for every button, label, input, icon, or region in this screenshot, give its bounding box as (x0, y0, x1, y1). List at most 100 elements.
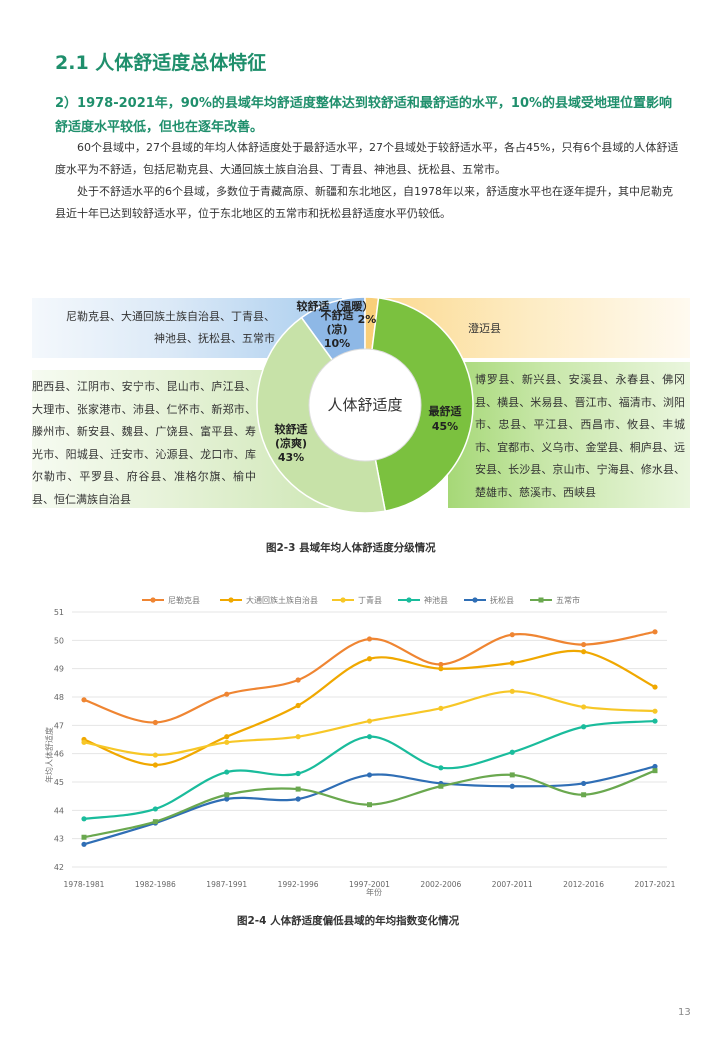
data-point (81, 697, 87, 703)
data-point (581, 704, 587, 710)
data-point (509, 632, 515, 638)
data-point (152, 752, 158, 758)
y-tick-label: 48 (54, 693, 64, 702)
chart-legend: 尼勒克县 大通回族土族自治县 丁青县 神池县 抚松县 五常市 (142, 595, 580, 605)
chart-x-ticks: 1978-1981 1982-1986 1987-1991 1992-1996 1997… (64, 880, 676, 889)
x-tick-label: 1982-1986 (135, 880, 176, 889)
list-warm-counties: 澄迈县 (468, 322, 501, 335)
data-point (438, 765, 444, 771)
legend-label: 五常市 (556, 595, 580, 605)
data-point (509, 660, 515, 666)
data-point (224, 691, 230, 697)
data-point (652, 718, 658, 724)
data-point (509, 688, 515, 694)
label-uncomfortable-line1: 不舒适 (321, 308, 354, 322)
list-cool-counties: 肥西县、江阴市、安宁市、昆山市、庐江县、大理市、张家港市、沛县、仁怀市、新郑市、… (32, 380, 256, 506)
data-point (366, 656, 373, 662)
data-point (224, 769, 230, 775)
legend-label: 神池县 (424, 595, 448, 605)
y-tick-label: 50 (54, 636, 64, 645)
band-best (448, 362, 690, 508)
legend-marker (228, 597, 234, 603)
data-point (224, 739, 230, 745)
data-point (438, 666, 444, 672)
data-point (366, 636, 373, 642)
data-point (81, 841, 87, 847)
chart-y-axis-label: 年均人体舒适度 (44, 727, 54, 783)
data-point (224, 734, 230, 740)
data-point (652, 763, 658, 770)
data-point (295, 786, 301, 792)
label-uncomfortable-pct: 10% (324, 337, 350, 350)
figure-caption-2-4: 图2-4 人体舒适度偏低县域的年均指数变化情况 (237, 915, 460, 927)
data-point (366, 734, 373, 740)
x-tick-label: 1997-2001 (349, 880, 390, 889)
data-point (224, 796, 230, 802)
paragraph-1: 60个县域中，27个县域的年均人体舒适度处于最舒适水平，27个县域处于较舒适水平… (55, 141, 679, 176)
label-uncomfortable-line2: (凉) (326, 322, 347, 336)
series-line-1 (83, 630, 656, 724)
data-point (652, 708, 658, 714)
data-point (295, 796, 301, 802)
y-tick-label: 43 (54, 835, 64, 844)
data-point (581, 649, 587, 655)
label-warm-pct: 2% (358, 313, 377, 326)
chart-y-ticks: 42 43 44 45 46 47 48 49 50 51 (54, 608, 64, 872)
y-tick-label: 44 (54, 806, 64, 815)
y-tick-label: 51 (54, 608, 64, 617)
legend-marker (150, 597, 156, 603)
data-point (152, 719, 158, 726)
data-point (224, 792, 230, 798)
legend-marker (538, 597, 544, 603)
data-point (152, 762, 158, 768)
x-tick-label: 1978-1981 (64, 880, 105, 889)
label-best-pct: 45% (432, 420, 458, 433)
legend-marker (406, 597, 412, 603)
data-point (295, 770, 301, 777)
data-point (652, 629, 658, 635)
data-point (366, 772, 373, 778)
data-point (152, 819, 158, 825)
data-point (438, 661, 444, 668)
data-point (152, 806, 158, 812)
chart-x-axis-label: 年份 (366, 887, 382, 897)
legend-label: 抚松县 (490, 595, 514, 605)
x-tick-label: 2012-2016 (563, 880, 604, 889)
donut-hole (308, 348, 422, 462)
figure-caption-2-3: 图2-3 县域年均人体舒适度分级情况 (266, 542, 436, 554)
data-point (581, 780, 587, 787)
legend-marker (340, 597, 346, 603)
comfort-donut-chart: 人体舒适度 较舒适（温暖） 2% 不舒适 (凉) 10% 最舒适 45% 较舒适… (256, 296, 474, 514)
data-point (581, 792, 587, 798)
donut-center-label: 人体舒适度 (327, 396, 402, 414)
data-point (367, 802, 372, 808)
legend-label: 大通回族土族自治县 (246, 595, 318, 605)
series-line-2 (83, 649, 656, 767)
list-best-counties: 博罗县、新兴县、安溪县、永春县、佛冈县、横县、米易县、晋江市、福清市、浏阳市、忠… (475, 373, 685, 499)
legend-marker (472, 597, 478, 603)
data-point (581, 641, 587, 648)
data-point (509, 749, 515, 755)
label-best: 最舒适 (429, 404, 462, 418)
label-cool-line2: (凉爽) (275, 436, 307, 450)
data-point (438, 705, 444, 711)
list-uncomfortable-counties: 尼勒克县、大通回族土族自治县、丁青县、神池县、抚松县、五常市 (66, 310, 275, 345)
x-tick-label: 1992-1996 (278, 880, 319, 889)
data-point (81, 739, 87, 745)
data-point (509, 783, 515, 789)
x-tick-label: 1987-1991 (206, 880, 247, 889)
x-tick-label: 2017-2021 (635, 880, 676, 889)
data-point (509, 772, 515, 778)
data-point (295, 677, 301, 683)
section-title: 2.1 人体舒适度总体特征 (55, 52, 267, 74)
data-point (581, 724, 587, 730)
data-point (295, 734, 301, 740)
x-tick-label: 2007-2011 (492, 880, 533, 889)
data-point (652, 768, 658, 774)
y-tick-label: 45 (54, 778, 64, 787)
data-point (81, 834, 87, 840)
y-tick-label: 49 (54, 665, 64, 674)
chart-series (81, 629, 658, 847)
label-cool-pct: 43% (278, 451, 304, 464)
